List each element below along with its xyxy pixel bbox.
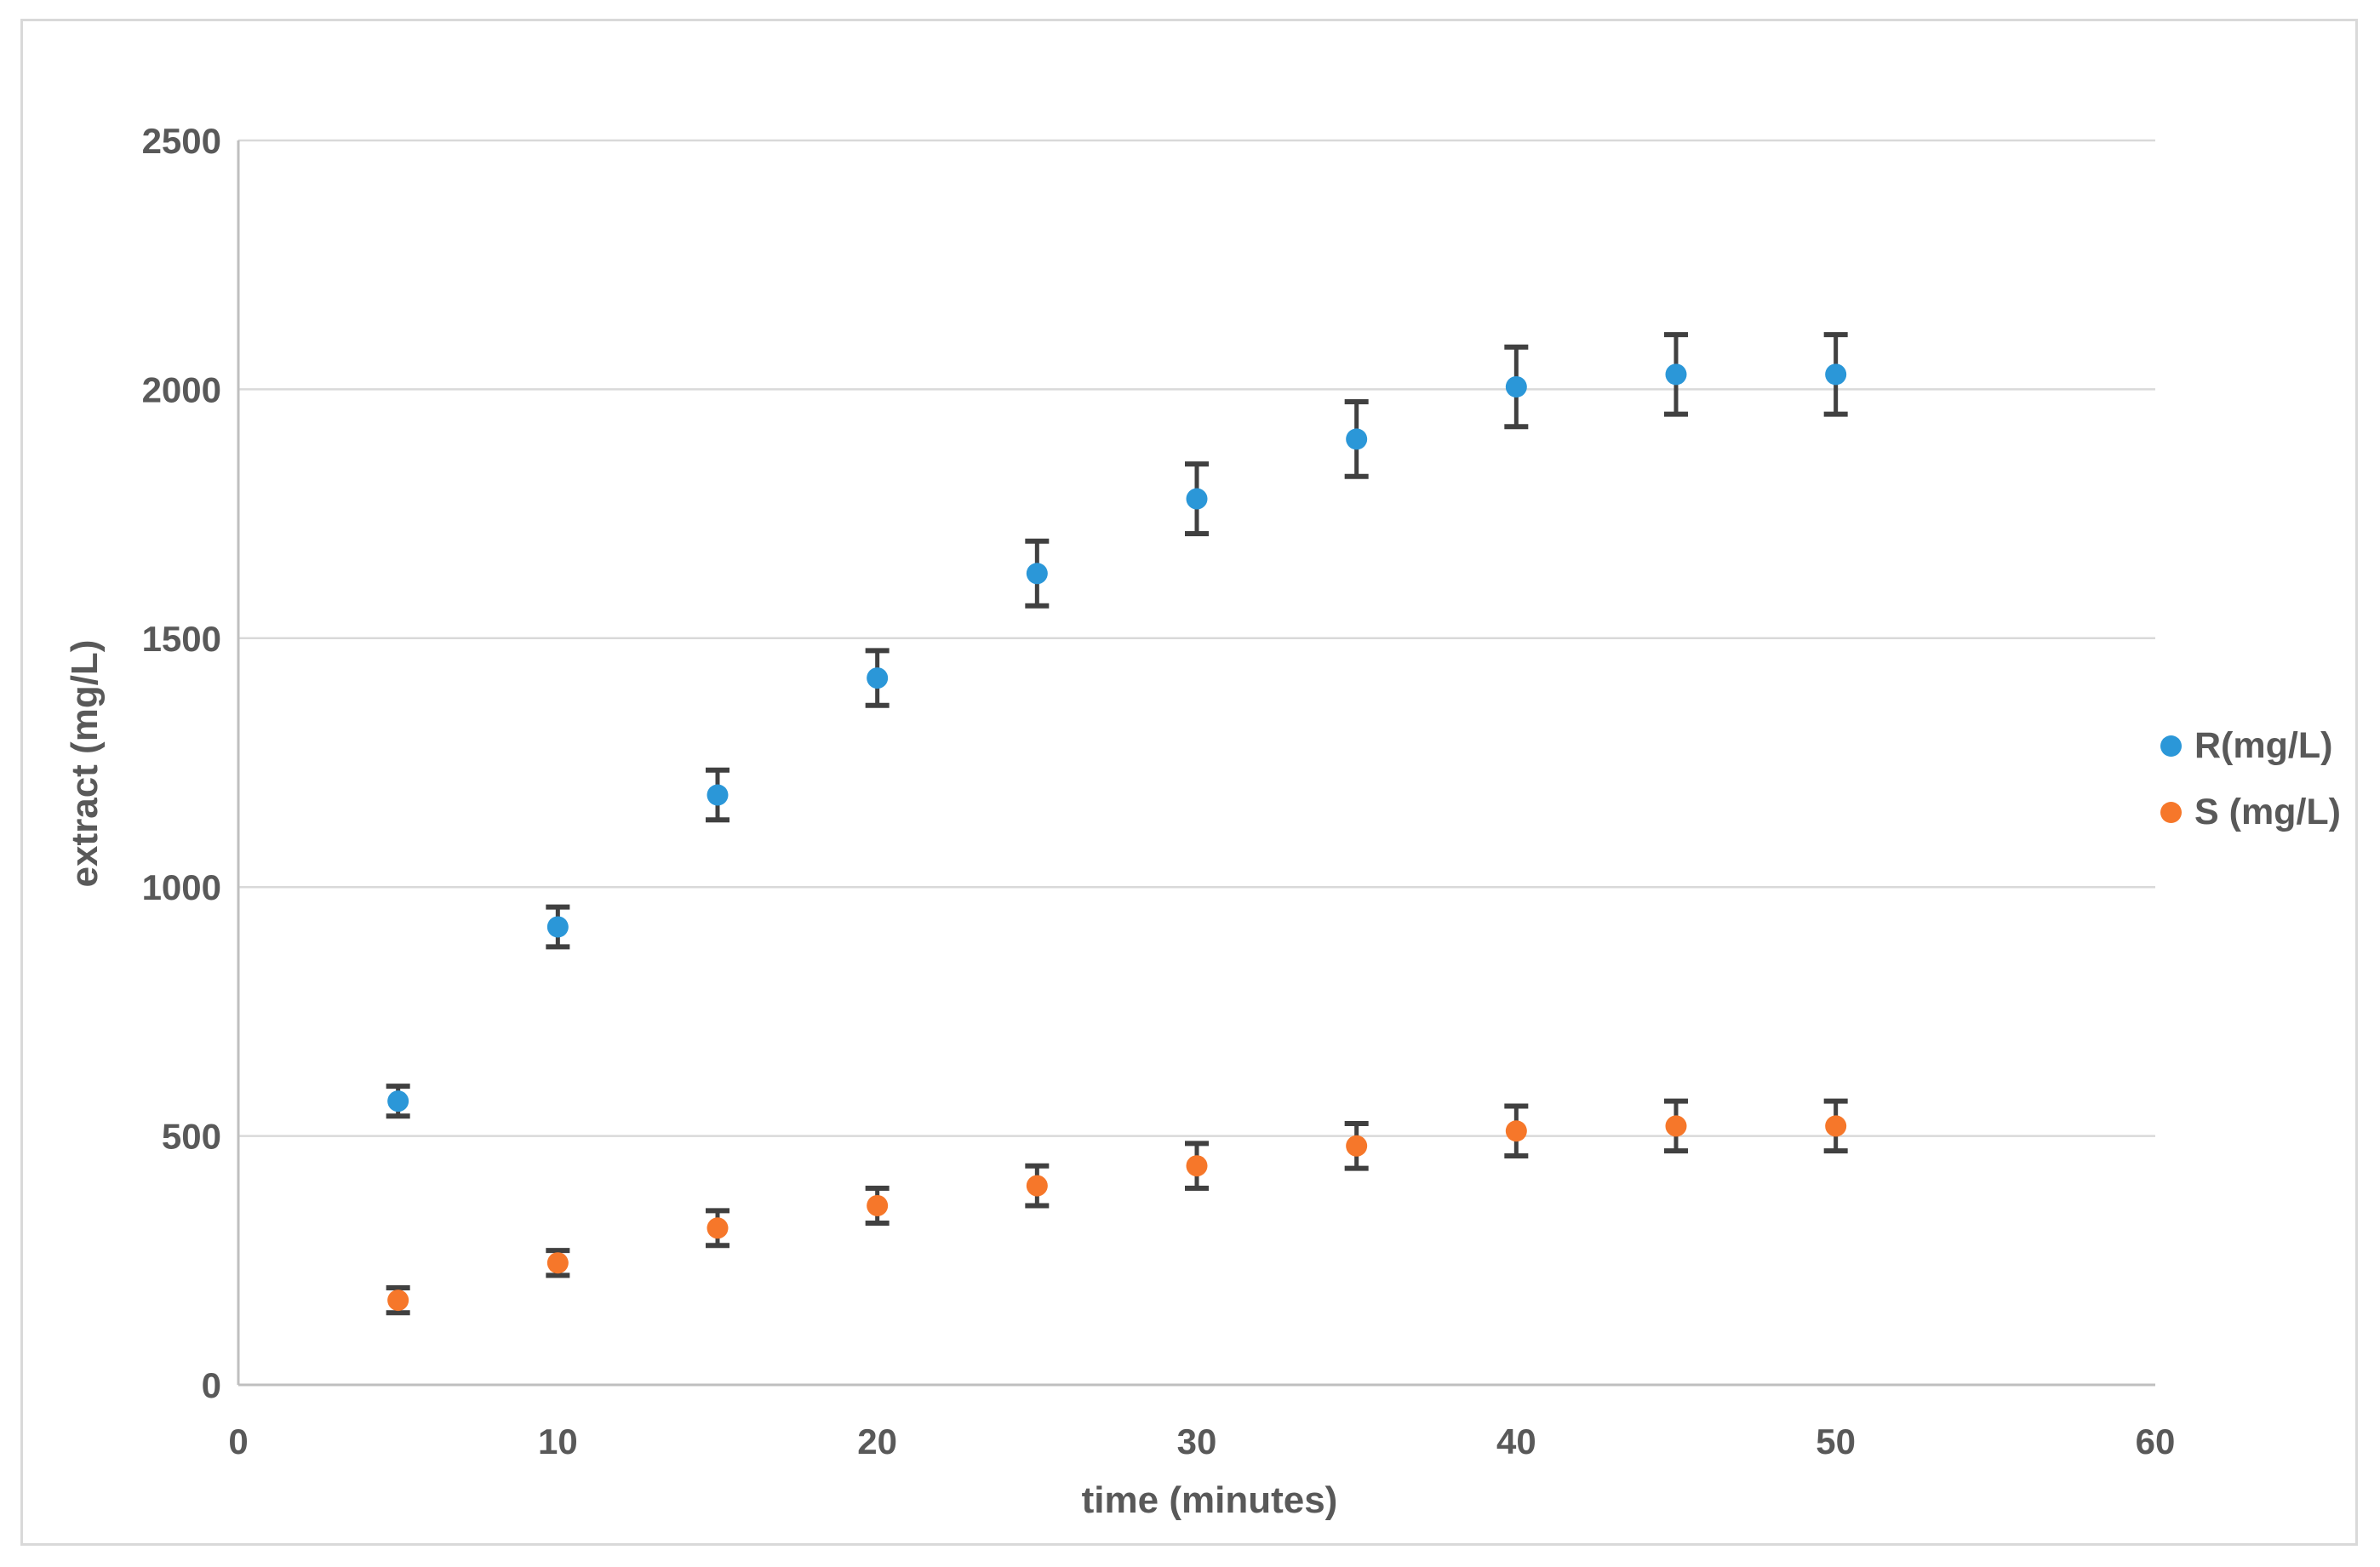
data-point-r-30 [1186, 488, 1208, 510]
y-tick-label-500: 500 [162, 1117, 221, 1157]
data-point-s-25 [1026, 1175, 1048, 1197]
data-point-s-5 [387, 1290, 409, 1312]
y-tick-label-0: 0 [202, 1365, 221, 1405]
legend-item-r: R(mg/L) [2160, 723, 2341, 768]
data-point-r-5 [387, 1090, 409, 1112]
data-point-r-45 [1665, 363, 1687, 386]
x-tick-label-40: 40 [1496, 1421, 1536, 1461]
x-tick-label-10: 10 [538, 1421, 578, 1461]
y-tick-label-2500: 2500 [142, 121, 221, 161]
x-tick-label-50: 50 [1816, 1421, 1856, 1461]
y-tick-label-1000: 1000 [142, 867, 221, 907]
x-tick-label-20: 20 [857, 1421, 897, 1461]
data-point-s-45 [1665, 1115, 1687, 1137]
legend-label-r: R(mg/L) [2194, 724, 2333, 766]
data-point-r-20 [867, 667, 889, 689]
y-axis-title: extract (mg/L) [64, 639, 106, 888]
data-point-r-50 [1825, 363, 1847, 386]
data-point-r-25 [1026, 563, 1048, 585]
legend-label-s: S (mg/L) [2194, 791, 2341, 832]
legend-marker-r-icon [2160, 735, 2182, 757]
data-point-s-15 [707, 1217, 729, 1239]
data-point-r-35 [1346, 428, 1368, 450]
x-tick-label-0: 0 [228, 1421, 248, 1461]
data-point-s-50 [1825, 1115, 1847, 1137]
x-tick-label-30: 30 [1177, 1421, 1217, 1461]
data-point-s-20 [867, 1194, 889, 1216]
data-point-s-10 [546, 1252, 569, 1274]
data-point-s-30 [1186, 1155, 1208, 1177]
data-point-r-15 [707, 784, 729, 806]
y-tick-label-1500: 1500 [142, 619, 221, 659]
data-point-r-40 [1505, 375, 1527, 397]
data-point-r-10 [546, 916, 569, 938]
chart-border [20, 19, 2358, 1546]
legend-item-s: S (mg/L) [2160, 790, 2341, 834]
legend: R(mg/L) S (mg/L) [2160, 723, 2341, 834]
data-point-s-40 [1505, 1120, 1527, 1142]
x-tick-label-60: 60 [2136, 1421, 2176, 1461]
data-point-s-35 [1346, 1135, 1368, 1157]
y-tick-label-2000: 2000 [142, 369, 221, 409]
legend-marker-s-icon [2160, 801, 2182, 823]
x-axis-title: time (minutes) [1081, 1479, 1338, 1521]
